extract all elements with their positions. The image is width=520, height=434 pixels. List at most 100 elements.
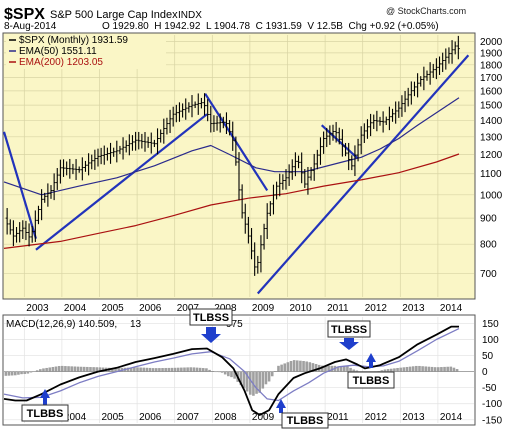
histogram-bar — [308, 362, 312, 372]
histogram-bar — [54, 366, 58, 372]
histogram-bar — [261, 371, 265, 389]
macd-tick-label: 0 — [482, 367, 488, 378]
histogram-bar — [227, 371, 230, 377]
year-tick-label: 2012 — [365, 303, 388, 314]
histogram-bar — [239, 371, 243, 386]
histogram-bar — [324, 365, 327, 372]
histogram-bar — [433, 367, 437, 372]
histogram-bar — [142, 367, 146, 372]
legend-ema200: EMA(200) 1203.05 — [19, 57, 103, 68]
histogram-bar — [349, 367, 352, 372]
callout-box — [347, 371, 395, 389]
histogram-bar — [314, 364, 318, 372]
callout-tlbss-2008: TLBSS — [189, 308, 233, 343]
year-tick-label: 2013 — [402, 303, 425, 314]
price-tick-label: 1900 — [480, 48, 503, 59]
histogram-bar — [230, 371, 233, 378]
histogram-bar — [436, 367, 440, 372]
price-tick-label: 800 — [480, 240, 497, 251]
down-arrow-icon — [201, 327, 221, 343]
histogram-bar — [4, 371, 8, 376]
price-tick-label: 1800 — [480, 60, 503, 71]
histogram-bar — [440, 367, 443, 372]
year-tick-label: 2003 — [26, 303, 49, 314]
price-series-group — [3, 35, 460, 276]
histogram-bar — [183, 367, 186, 372]
price-tick-label: 1600 — [480, 86, 503, 97]
histogram-bar — [32, 371, 36, 372]
histogram-bar — [89, 367, 92, 372]
histogram-bar — [42, 368, 45, 372]
histogram-bar — [427, 366, 431, 372]
histogram-bar — [101, 367, 105, 372]
macd-tick-label: 150 — [482, 319, 499, 330]
histogram-bar — [117, 368, 120, 372]
histogram-bar — [167, 367, 171, 372]
macd-year-tick-label: 2006 — [139, 412, 162, 423]
histogram-bar — [189, 367, 193, 372]
histogram-bar — [114, 368, 117, 372]
histogram-bar — [408, 366, 412, 372]
legend-price: $SPX (Monthly) 1931.59 — [19, 35, 128, 46]
macd-year-tick-label: 2004 — [64, 412, 87, 423]
macd-tick-label: -50 — [482, 383, 497, 394]
trend-line — [256, 54, 470, 295]
histogram-bar — [342, 365, 346, 372]
year-tick-label: 2004 — [64, 303, 87, 314]
histogram-bar — [258, 371, 261, 393]
price-tick-label: 1100 — [480, 169, 502, 180]
callout-tlbss-2011: TLBSS — [327, 320, 371, 350]
histogram-bar — [248, 371, 252, 395]
macd-label-partial: 13 — [130, 319, 142, 330]
histogram-bar — [305, 361, 308, 372]
histogram-bar — [386, 369, 390, 372]
callout-box — [281, 412, 329, 429]
histogram-bar — [126, 367, 130, 372]
histogram-bar — [148, 367, 152, 372]
histogram-bar — [60, 365, 64, 372]
histogram-bar — [180, 367, 183, 372]
histogram-bar — [195, 367, 199, 372]
histogram-bar — [299, 360, 302, 372]
callout-text: TLBBS — [27, 408, 64, 420]
histogram-bar — [57, 366, 61, 372]
callout-text: TLBSS — [331, 324, 367, 336]
histogram-bar — [201, 368, 205, 372]
credit: @ StockCharts.com — [386, 6, 466, 16]
histogram-bar — [277, 365, 280, 372]
histogram-bar — [158, 368, 161, 372]
macd-tick-label: -100 — [482, 399, 502, 410]
histogram-bar — [286, 362, 290, 372]
callout-tlbbs-2009: TLBBS — [276, 399, 329, 429]
callout-box — [327, 320, 371, 338]
macd-year-tick-label: 2012 — [365, 412, 388, 423]
price-tick-label: 1500 — [480, 101, 503, 112]
price-tick-label: 1400 — [480, 116, 503, 127]
histogram-bar — [39, 369, 42, 372]
histogram-bar — [164, 367, 167, 372]
macd-year-tick-label: 2013 — [402, 412, 425, 423]
macd-line — [3, 325, 459, 416]
trend-line — [2, 131, 38, 240]
histogram-bar — [223, 371, 227, 375]
histogram-bar — [389, 368, 393, 372]
down-arrow-icon — [339, 338, 359, 350]
histogram-bar — [430, 366, 434, 372]
legend-ema50: EMA(50) 1551.11 — [19, 46, 97, 57]
histogram-bar — [10, 371, 14, 376]
histogram-bar — [267, 371, 271, 382]
histogram-bar — [424, 366, 428, 372]
histogram-bar — [446, 366, 449, 372]
histogram-bar — [198, 367, 202, 372]
callout-box — [189, 308, 233, 326]
histogram-bar — [151, 368, 155, 372]
trend-line — [35, 113, 208, 251]
ema50-line — [3, 97, 460, 196]
histogram-bar — [186, 367, 189, 372]
histogram-bar — [274, 371, 277, 372]
histogram-bar — [336, 366, 340, 372]
macd-year-tick-label: 2009 — [252, 412, 275, 423]
up-arrow-icon — [366, 353, 376, 368]
histogram-bar — [383, 369, 387, 372]
histogram-bar — [443, 366, 446, 372]
